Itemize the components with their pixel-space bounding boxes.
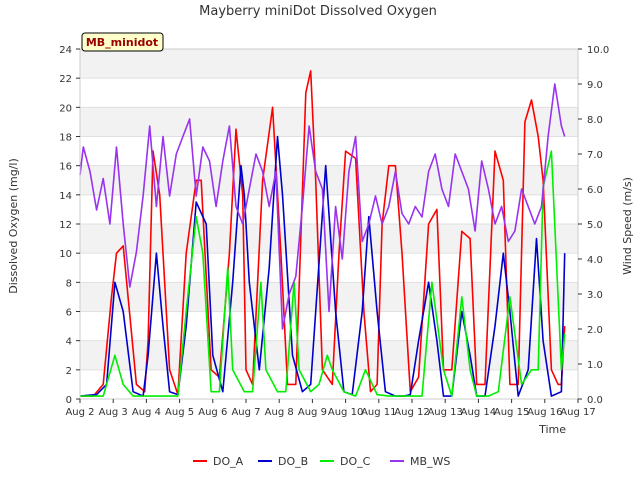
y2-tick-label: 3.0	[587, 290, 603, 301]
y2-tick-label: 2.0	[587, 325, 603, 336]
y2-tick-label: 7.0	[587, 150, 603, 161]
y-tick-label: 24	[59, 45, 72, 56]
legend-label: DO_C	[340, 455, 371, 468]
x-axis-ticks: Aug 2 Aug 3 Aug 4 Aug 5 Aug 6 Aug 7 Aug 8 Aug 9…	[65, 399, 596, 418]
legend-label: MB_WS	[410, 455, 450, 468]
grid-bands	[80, 49, 578, 399]
chart-title: Mayberry miniDot Dissolved Oxygen	[199, 4, 437, 19]
grid-band	[80, 340, 578, 370]
legend-item: MB_WS	[390, 455, 450, 468]
y-tick-label: 14	[59, 191, 72, 202]
y-tick-label: 18	[59, 133, 72, 144]
y2-tick-label: 4.0	[587, 255, 603, 266]
x-tick-label: Aug 17	[560, 407, 595, 418]
grid-band	[80, 311, 578, 341]
site-label-box: MB_minidot	[81, 32, 164, 52]
x-tick-label: Aug 16	[527, 407, 562, 418]
x-tick-label: Aug 6	[198, 407, 227, 418]
x-tick-label: Aug 13	[427, 407, 462, 418]
y2-tick-label: 9.0	[587, 80, 603, 91]
x-tick-label: Aug 14	[461, 407, 496, 418]
grid-band	[80, 165, 578, 195]
y-tick-label: 8	[66, 278, 72, 289]
y2-axis-ticks: 0.0 1.0 2.0 3.0 4.0 5.0 6.0 7.0 8.0 9.0 10.0	[578, 45, 609, 406]
y-tick-label: 16	[59, 162, 72, 173]
y2-tick-label: 5.0	[587, 220, 603, 231]
x-tick-label: Aug 3	[99, 407, 128, 418]
grid-band	[80, 107, 578, 137]
x-tick-label: Aug 4	[132, 407, 161, 418]
grid-band	[80, 369, 578, 399]
series-line-do-c	[80, 150, 566, 397]
series-line-do-b	[79, 135, 566, 397]
y-tick-label: 6	[66, 308, 72, 319]
y2-tick-label: 10.0	[587, 45, 609, 56]
x-tick-label: Aug 15	[494, 407, 529, 418]
x-tick-label: Aug 11	[361, 407, 396, 418]
y2-tick-label: 1.0	[587, 360, 603, 371]
series-line-do-a	[80, 70, 566, 397]
x-axis-label: Time	[538, 423, 566, 436]
site-label: MB_minidot	[86, 36, 158, 49]
grid-band	[80, 78, 578, 108]
series-lines	[79, 70, 566, 397]
legend-item: DO_A	[193, 455, 244, 468]
x-tick-label: Aug 7	[231, 407, 260, 418]
y2-tick-label: 6.0	[587, 185, 603, 196]
y-tick-label: 0	[66, 395, 72, 406]
legend: DO_A DO_B DO_C MB_WS	[193, 455, 450, 468]
y-tick-label: 2	[66, 366, 72, 377]
y-tick-label: 12	[59, 220, 72, 231]
legend-label: DO_B	[278, 455, 308, 468]
y2-tick-label: 8.0	[587, 115, 603, 126]
legend-item: DO_C	[320, 455, 371, 468]
series-line-mb-ws	[79, 83, 566, 330]
y-tick-label: 22	[59, 74, 72, 85]
y-axis-label: Dissolved Oxygen (mg/l)	[7, 158, 20, 293]
legend-item: DO_B	[258, 455, 308, 468]
x-tick-label: Aug 12	[394, 407, 429, 418]
legend-label: DO_A	[213, 455, 244, 468]
grid-band	[80, 49, 578, 79]
y-tick-label: 4	[66, 337, 72, 348]
y-tick-label: 20	[59, 103, 72, 114]
grid-band	[80, 224, 578, 254]
x-tick-label: Aug 5	[165, 407, 194, 418]
y2-axis-label: Wind Speed (m/s)	[621, 177, 634, 275]
x-tick-label: Aug 2	[65, 407, 94, 418]
x-tick-label: Aug 8	[265, 407, 294, 418]
y2-tick-label: 0.0	[587, 395, 603, 406]
x-tick-label: Aug 10	[328, 407, 363, 418]
y-tick-label: 10	[59, 249, 72, 260]
x-tick-label: Aug 9	[298, 407, 327, 418]
